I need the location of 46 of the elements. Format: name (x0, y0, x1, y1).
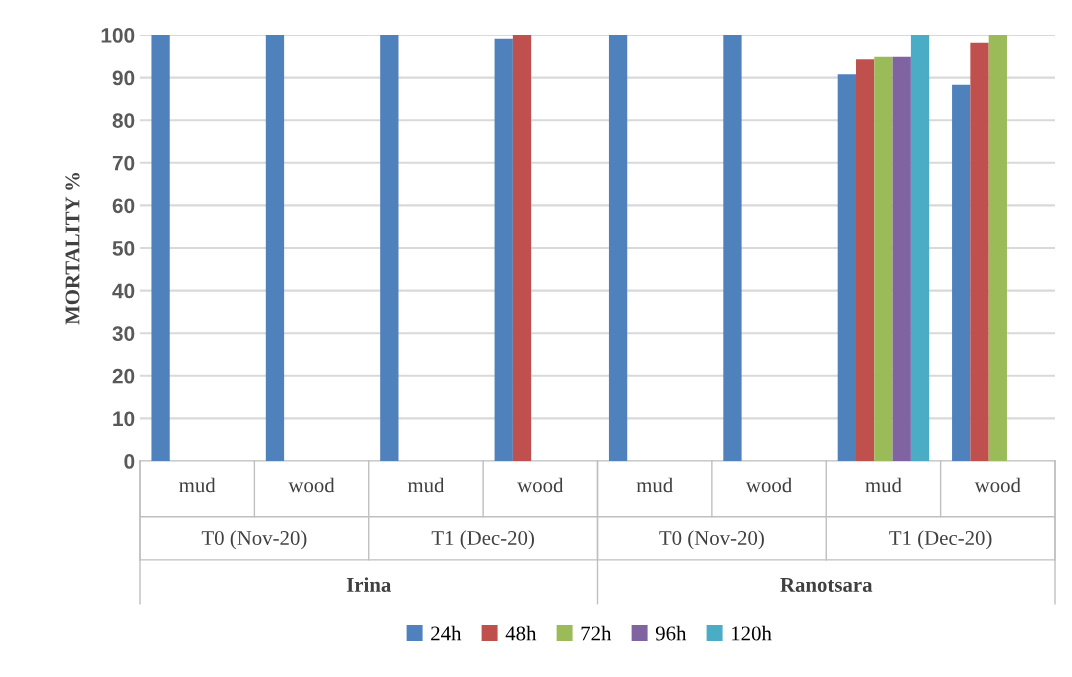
legend-label: 72h (581, 625, 612, 641)
text: Ranotsara (780, 578, 873, 592)
y-tick-label: 0 (124, 454, 135, 469)
x-tick-label: wood (288, 477, 335, 493)
bar (874, 56, 893, 461)
y-tick-label: 80 (112, 113, 135, 128)
x-tick-label: wood (517, 477, 564, 493)
bar (837, 74, 856, 461)
bar (952, 84, 971, 461)
x-tick-label: mud (407, 477, 445, 493)
bar (512, 35, 532, 461)
text: T1 (Dec-20) (889, 530, 992, 550)
bar (151, 35, 170, 461)
text: T0 (Nov-20) (201, 530, 307, 550)
bar (970, 42, 989, 461)
y-tick-label: 100 (101, 28, 135, 43)
text: T1 (Dec-20) (431, 530, 534, 550)
bar (608, 35, 628, 461)
y-tick-label: 90 (112, 70, 135, 86)
legend-label: 24h (431, 625, 462, 641)
x-tick-label: wood (974, 477, 1021, 493)
x-tick-label: mud (865, 477, 902, 493)
bar (380, 35, 399, 461)
x-tick-label: wood (745, 477, 792, 493)
y-tick-label: 40 (112, 283, 135, 299)
y-tick-label: 30 (112, 326, 135, 341)
y-axis-title: MORTALITY % (65, 173, 80, 325)
y-tick-label: 70 (112, 155, 135, 171)
bar (855, 59, 875, 461)
bar (892, 56, 911, 461)
legend-label: 96h (655, 625, 687, 641)
y-tick-label: 10 (113, 411, 135, 427)
text: T0 (Nov-20) (659, 530, 764, 550)
y-tick-label: 60 (112, 198, 135, 214)
legend-label: 120h (732, 625, 772, 641)
bar (265, 35, 285, 461)
bar (988, 35, 1007, 461)
y-tick-label: 20 (112, 368, 135, 384)
bar (494, 38, 513, 461)
bar (723, 35, 742, 461)
bar (910, 35, 930, 461)
legend-label: 48h (505, 625, 537, 641)
x-tick-label: mud (179, 477, 216, 493)
y-tick-label: 50 (112, 241, 135, 256)
x-tick-label: mud (636, 477, 673, 493)
text: Irina (346, 577, 392, 592)
